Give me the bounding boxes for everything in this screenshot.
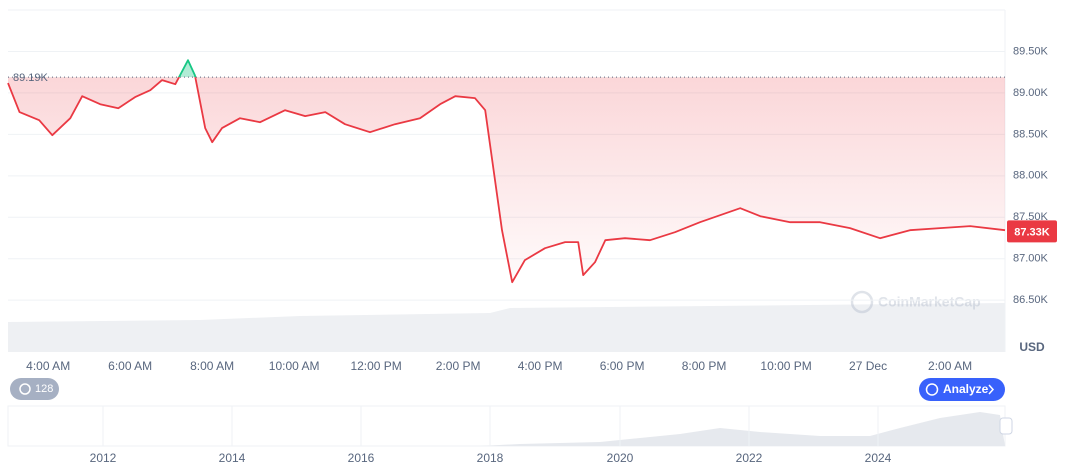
last-price-badge [1007, 220, 1057, 243]
badge[interactable]: 128 [10, 378, 59, 400]
x-tick-label: 4:00 PM [518, 359, 563, 373]
navigator-year: 2012 [90, 451, 117, 465]
area-below [8, 77, 1005, 283]
navigator-year: 2022 [736, 451, 763, 465]
y-tick-label: 89.00K [1013, 87, 1049, 99]
y-unit: USD [1019, 340, 1045, 354]
x-tick-label: 10:00 PM [760, 359, 811, 373]
navigator-year: 2018 [477, 451, 504, 465]
x-tick-label: 6:00 AM [108, 359, 152, 373]
y-tick-label: 87.00K [1013, 253, 1049, 265]
x-tick-label: 8:00 PM [682, 359, 727, 373]
navigator-year: 2020 [607, 451, 634, 465]
y-tick-label: 88.00K [1013, 170, 1049, 182]
watermark: CoinMarketCap [850, 290, 981, 314]
y-tick-label: 89.50K [1013, 45, 1049, 57]
y-tick-label: 86.50K [1013, 294, 1049, 306]
x-tick-label: 2:00 PM [436, 359, 481, 373]
x-tick-label: 4:00 AM [26, 359, 70, 373]
navigator-dividers [102, 406, 879, 446]
last-price-label: 87.33K [1014, 226, 1050, 238]
badge-text: 128 [35, 383, 53, 395]
x-tick-label: 2:00 AM [928, 359, 972, 373]
navigator-year: 2024 [865, 451, 892, 465]
analyze-button[interactable]: Analyze [919, 378, 1005, 401]
x-tick-label: 12:00 PM [350, 359, 401, 373]
navigator-area [8, 412, 1005, 446]
x-tick-label: 10:00 AM [269, 359, 320, 373]
price-line [7, 77, 1006, 284]
y-tick-label: 88.50K [1013, 128, 1049, 140]
navigator-year: 2016 [348, 451, 375, 465]
x-tick-label: 27 Dec [849, 359, 887, 373]
navigator-year: 2014 [219, 451, 246, 465]
x-tick-label: 6:00 PM [600, 359, 645, 373]
y-tick-label: 87.50K [1013, 211, 1049, 223]
volume-band [8, 303, 1005, 352]
watermark-text: CoinMarketCap [878, 294, 981, 310]
analyze-text: Analyze [943, 382, 989, 396]
area-above [179, 60, 196, 78]
x-tick-label: 8:00 AM [190, 359, 234, 373]
navigator-handle[interactable] [999, 417, 1013, 435]
reference-label: 89.19K [13, 72, 49, 84]
